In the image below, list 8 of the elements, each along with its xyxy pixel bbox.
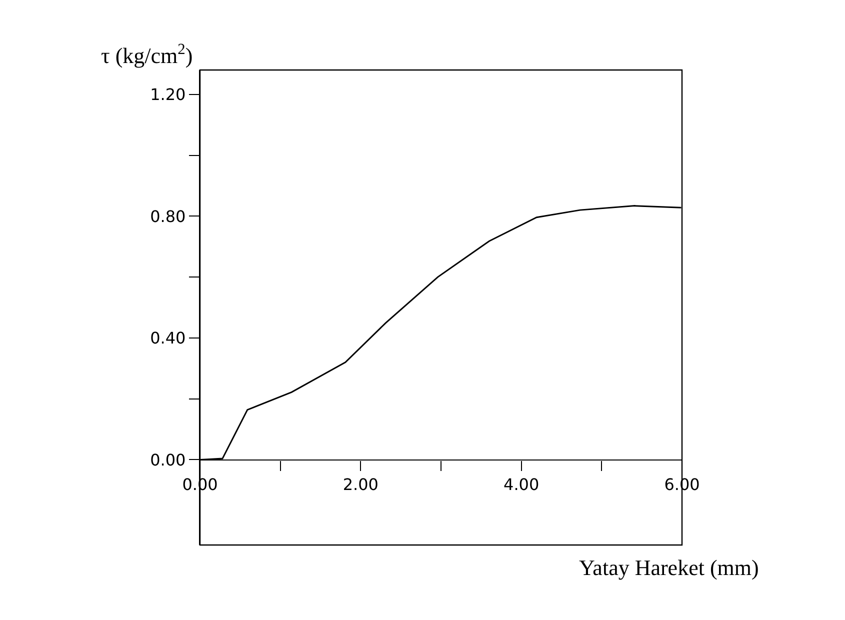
x-axis-title: Yatay Hareket (mm) [579, 555, 759, 580]
y-tick-label: 0.00 [150, 450, 186, 470]
y-tick-label: 0.80 [150, 206, 186, 226]
y-tick-label: 0.40 [150, 328, 186, 348]
y-tick-label: 1.20 [150, 84, 186, 104]
x-tick-label: 4.00 [504, 475, 540, 494]
y-axis-title: τ (kg/cm$^{2}$) [101, 41, 193, 68]
x-tick-label: 2.00 [342, 475, 378, 494]
